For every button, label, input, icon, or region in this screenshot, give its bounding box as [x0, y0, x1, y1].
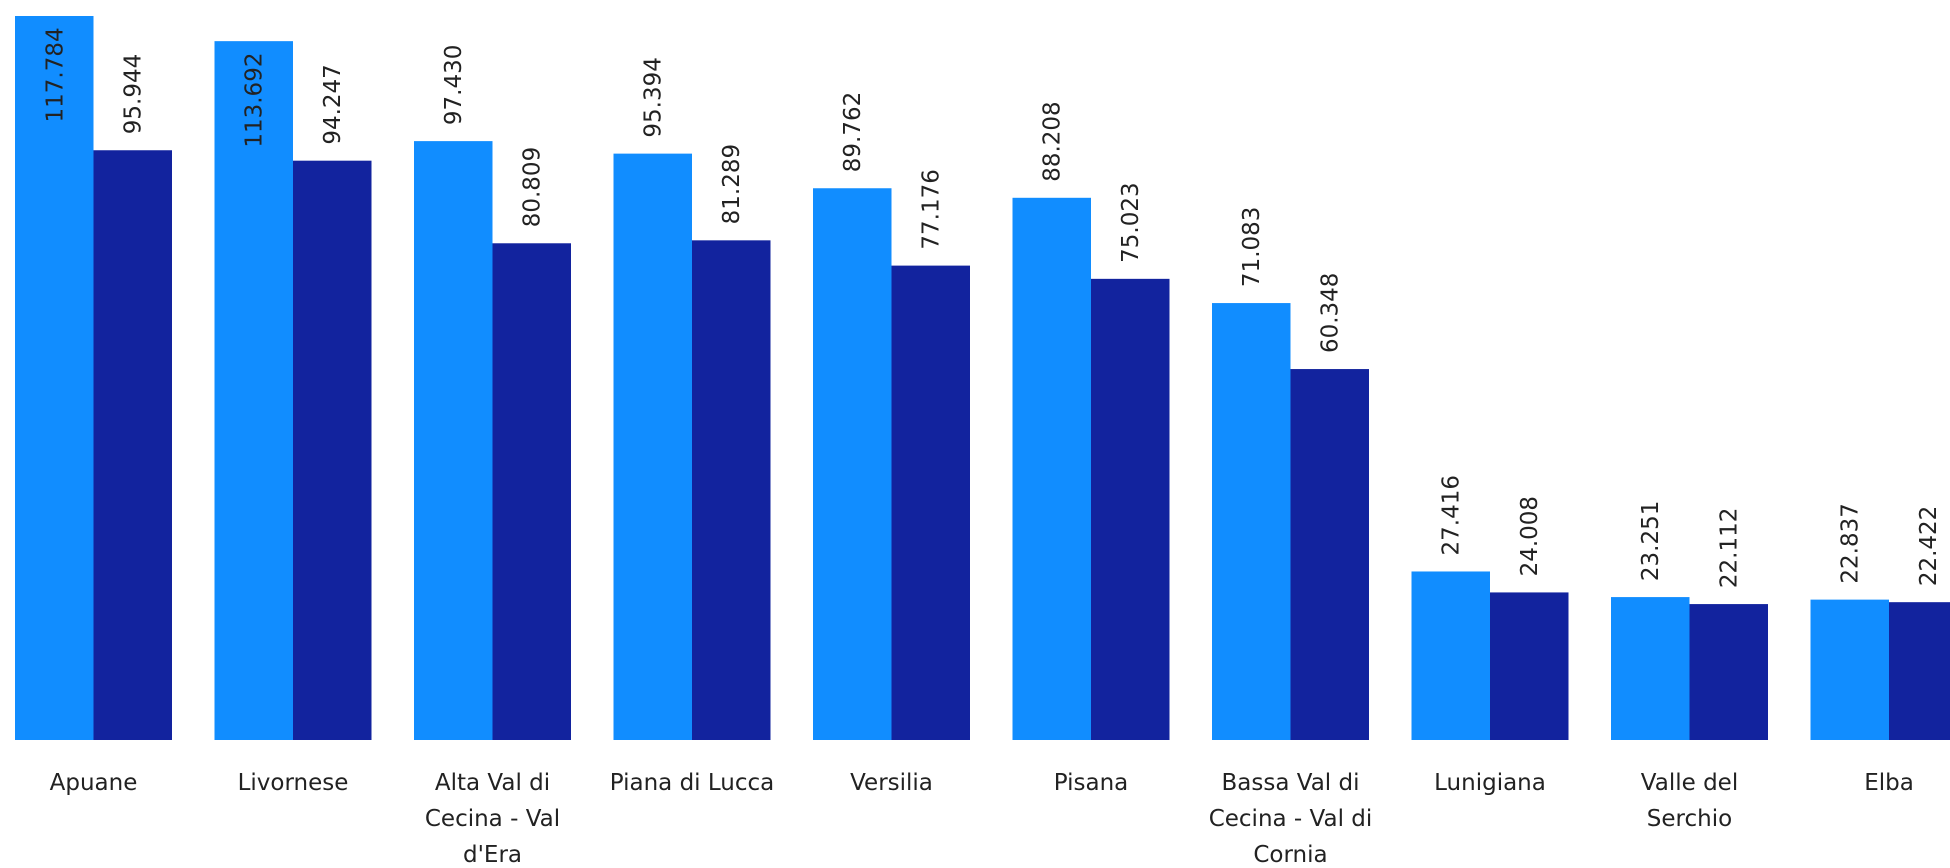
- category-label: Apuane: [50, 770, 138, 796]
- bar-series-2: [692, 240, 771, 741]
- data-label: 71.083: [1239, 207, 1265, 287]
- data-label: 77.176: [919, 169, 945, 249]
- category-label-line: Apuane: [50, 770, 138, 796]
- category-label-line: Piana di Lucca: [610, 770, 775, 796]
- bar-series-2: [891, 265, 970, 740]
- data-label: 117.784: [42, 27, 68, 122]
- bar-series-2: [93, 150, 172, 741]
- bar-series-1: [15, 16, 94, 740]
- data-labels-group: 117.784 95.944 113.692 94.247 97.430 80.809 95…: [42, 27, 1942, 588]
- category-label-line: Elba: [1864, 770, 1914, 796]
- data-label: 88.208: [1040, 101, 1066, 181]
- data-label: 22.112: [1717, 508, 1743, 588]
- category-label-line: Cornia: [1253, 842, 1327, 868]
- bar-series-2: [1091, 278, 1170, 740]
- category-label: Valle del Serchio: [1641, 770, 1738, 832]
- bar-series-2: [492, 243, 571, 740]
- data-label: 23.251: [1638, 501, 1664, 581]
- category-label: Alta Val di Cecina - Val d'Era: [425, 770, 560, 868]
- data-label: 95.394: [641, 57, 667, 137]
- category-label-line: Lunigiana: [1434, 770, 1546, 796]
- category-label-line: Serchio: [1647, 806, 1732, 832]
- category-label-line: Versilia: [850, 770, 933, 796]
- category-label-line: Cecina - Val di: [1209, 806, 1373, 832]
- category-label: Bassa Val di Cecina - Val di Cornia: [1209, 770, 1373, 868]
- data-label: 95.944: [121, 54, 147, 134]
- category-labels-group: Apuane Livornese Alta Val di Cecina - Val d'…: [50, 770, 1914, 868]
- data-label: 22.422: [1916, 506, 1942, 586]
- data-label: 113.692: [242, 53, 268, 148]
- category-label-line: Pisana: [1054, 770, 1129, 796]
- category-label: Pisana: [1054, 770, 1129, 796]
- bars-group: [15, 16, 1950, 741]
- category-label: Lunigiana: [1434, 770, 1546, 796]
- category-label-line: Alta Val di: [435, 770, 550, 796]
- data-label: 22.837: [1838, 503, 1864, 583]
- data-label: 97.430: [441, 45, 467, 125]
- bar-series-1: [214, 41, 293, 740]
- data-label: 24.008: [1517, 496, 1543, 576]
- category-label-line: Valle del: [1641, 770, 1738, 796]
- bar-series-2: [1290, 369, 1369, 740]
- bar-series-1: [1810, 599, 1889, 740]
- bar-series-1: [613, 153, 692, 740]
- data-label: 81.289: [719, 144, 745, 224]
- category-label: Elba: [1864, 770, 1914, 796]
- bar-series-1: [813, 188, 892, 740]
- category-label-line: d'Era: [463, 842, 522, 868]
- data-label: 94.247: [320, 64, 346, 144]
- category-label-line: Livornese: [238, 770, 349, 796]
- category-label-line: Cecina - Val: [425, 806, 560, 832]
- bar-series-1: [1411, 571, 1490, 740]
- data-label: 80.809: [520, 147, 546, 227]
- bar-series-1: [414, 141, 493, 740]
- bar-series-2: [293, 160, 372, 741]
- bar-series-1: [1212, 303, 1291, 740]
- category-label: Versilia: [850, 770, 933, 796]
- data-label: 89.762: [840, 92, 866, 172]
- data-label: 60.348: [1318, 273, 1344, 353]
- category-label: Livornese: [238, 770, 349, 796]
- bar-series-1: [1012, 197, 1091, 741]
- bar-series-2: [1689, 604, 1768, 740]
- category-label: Piana di Lucca: [610, 770, 775, 796]
- data-label: 27.416: [1439, 475, 1465, 555]
- bar-series-2: [1889, 602, 1950, 740]
- bar-series-2: [1490, 592, 1569, 740]
- bar-series-1: [1611, 597, 1690, 740]
- data-label: 75.023: [1118, 182, 1144, 262]
- category-label-line: Bassa Val di: [1222, 770, 1360, 796]
